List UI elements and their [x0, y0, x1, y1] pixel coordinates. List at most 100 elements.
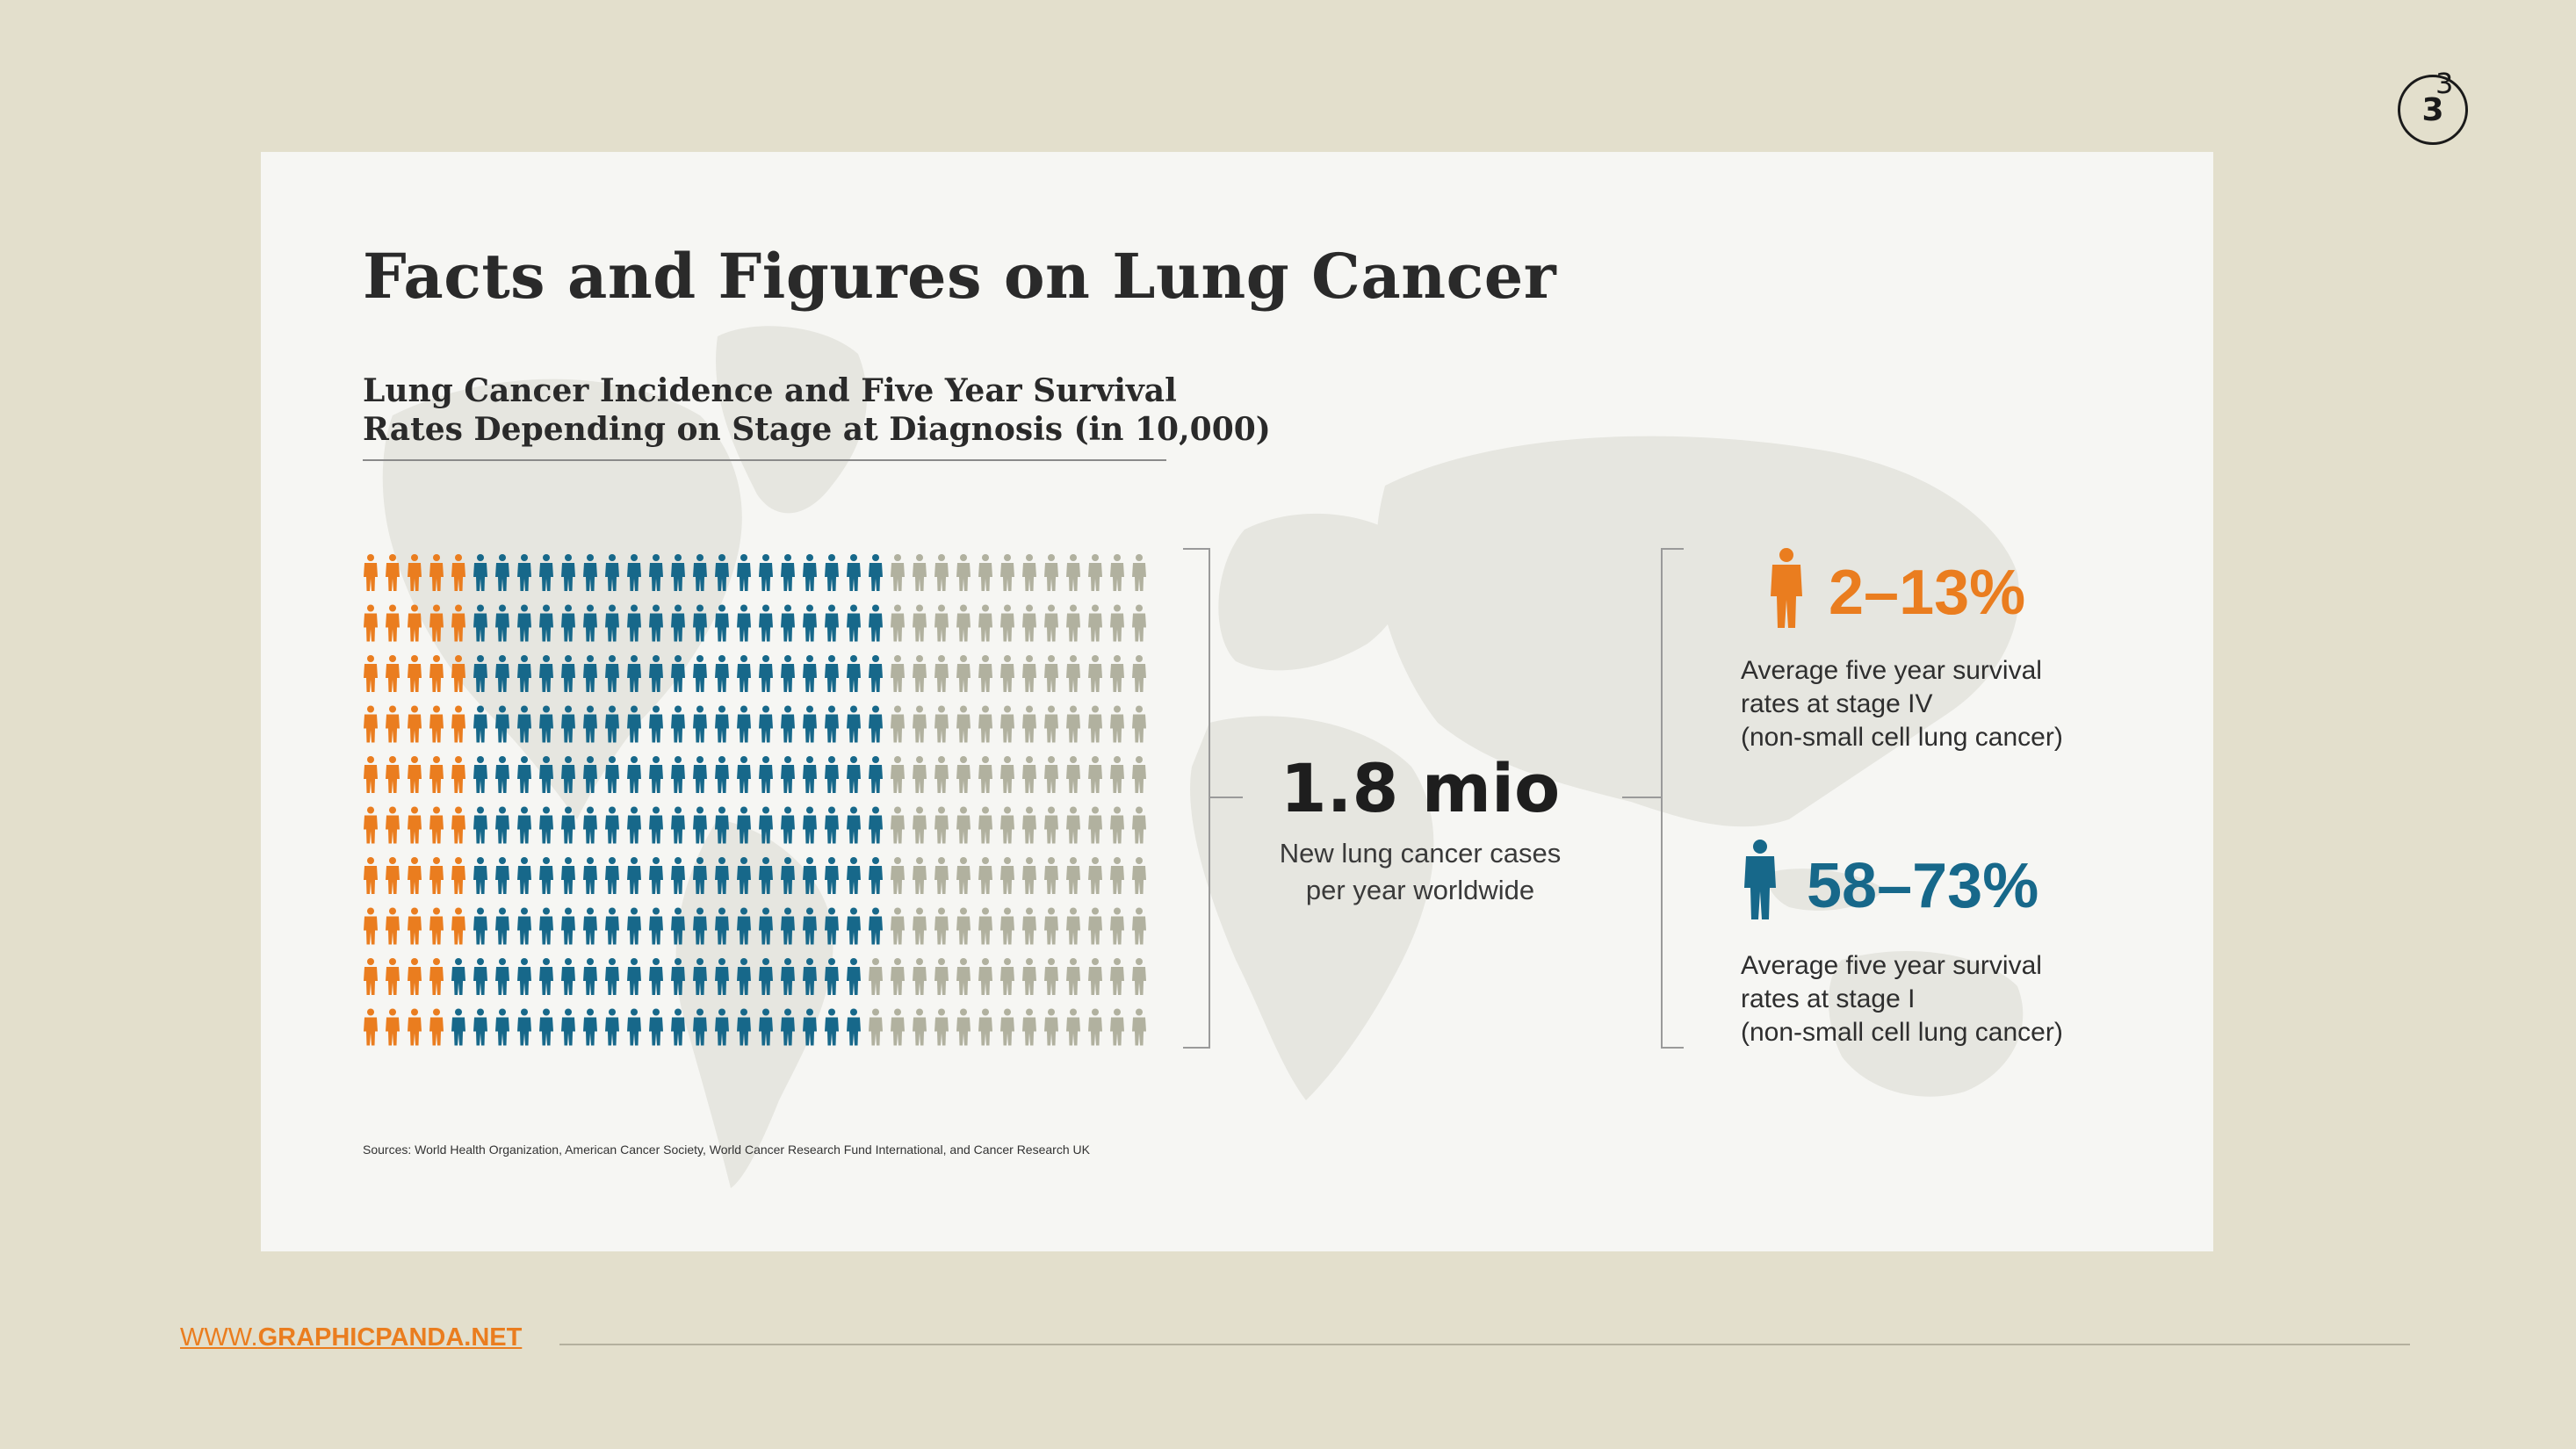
- person-figure-stage-i: [561, 604, 575, 642]
- person-figure-stage-i: [495, 604, 509, 642]
- person-figure-other: [1022, 958, 1036, 995]
- person-figure-stage-i: [473, 1008, 487, 1046]
- person-figure-other: [1110, 554, 1124, 591]
- slide-number-badge: 3 3: [2398, 67, 2468, 145]
- person-figure-other: [978, 756, 992, 793]
- person-figure-stage-i: [781, 857, 795, 894]
- person-figure-stage-i: [539, 655, 553, 692]
- person-figure-other: [1000, 907, 1014, 945]
- person-figure-stage-i: [583, 806, 597, 844]
- person-figure-other: [1044, 1008, 1058, 1046]
- person-figure-other: [934, 604, 949, 642]
- person-figure-other: [913, 806, 927, 844]
- person-figure-stage-i: [803, 806, 817, 844]
- person-figure-stage-iv: [364, 756, 378, 793]
- person-figure-stage-i: [605, 958, 619, 995]
- person-figure-stage-i: [715, 1008, 729, 1046]
- person-figure-stage-i: [495, 756, 509, 793]
- person-figure-stage-i: [473, 655, 487, 692]
- person-figure-other: [891, 655, 905, 692]
- person-figure-other: [956, 806, 971, 844]
- person-figure-stage-iv: [429, 907, 444, 945]
- person-figure-stage-i: [627, 604, 641, 642]
- person-figure-other: [1110, 705, 1124, 743]
- person-figure-stage-i: [781, 554, 795, 591]
- person-figure-other: [934, 958, 949, 995]
- person-figure-stage-i: [671, 1008, 685, 1046]
- person-figure-stage-iv: [364, 907, 378, 945]
- person-figure-other: [934, 756, 949, 793]
- person-figure-other: [1110, 1008, 1124, 1046]
- person-figure-other: [956, 958, 971, 995]
- person-figure-stage-i: [671, 705, 685, 743]
- person-figure-stage-iv: [386, 655, 400, 692]
- person-figure-stage-iv: [408, 705, 422, 743]
- person-figure-stage-iv: [364, 705, 378, 743]
- person-figure-stage-i: [737, 705, 751, 743]
- world-map-background: [382, 326, 2024, 1188]
- person-figure-stage-i: [693, 806, 707, 844]
- person-figure-stage-iv: [386, 907, 400, 945]
- person-figure-stage-i: [803, 958, 817, 995]
- person-figure-other: [1066, 806, 1080, 844]
- person-figure-stage-i: [649, 958, 663, 995]
- person-figure-stage-i: [847, 1008, 861, 1046]
- person-figure-stage-i: [649, 554, 663, 591]
- person-figure-other: [956, 857, 971, 894]
- person-figure-other: [1044, 857, 1058, 894]
- person-figure-stage-i: [847, 756, 861, 793]
- person-figure-stage-iv: [364, 655, 378, 692]
- person-figure-stage-i: [517, 806, 531, 844]
- person-figure-stage-i: [627, 554, 641, 591]
- person-figure-other: [913, 907, 927, 945]
- person-figure-stage-i: [803, 554, 817, 591]
- person-figure-stage-i: [517, 857, 531, 894]
- person-figure-other: [1132, 705, 1146, 743]
- website-link-prefix[interactable]: WWW.: [180, 1323, 258, 1352]
- person-figure-stage-i: [759, 756, 773, 793]
- person-figure-other: [1132, 655, 1146, 692]
- person-figure-stage-i: [517, 705, 531, 743]
- person-figure-stage-i: [561, 655, 575, 692]
- person-figure-stage-i: [473, 958, 487, 995]
- person-figure-stage-i: [671, 857, 685, 894]
- person-figure-other: [891, 705, 905, 743]
- person-figure-stage-i: [847, 857, 861, 894]
- person-figure-stage-i: [671, 806, 685, 844]
- person-figure-stage-i: [847, 705, 861, 743]
- stage-i-caption-line-3: (non-small cell lung cancer): [1741, 1018, 2063, 1047]
- person-figure-stage-i: [561, 756, 575, 793]
- person-figure-stage-i: [473, 907, 487, 945]
- person-figure-stage-i: [869, 907, 883, 945]
- person-figure-stage-i: [627, 907, 641, 945]
- subtitle-line-2: Rates Depending on Stage at Diagnosis (i…: [363, 411, 1271, 448]
- person-figure-stage-i: [539, 857, 553, 894]
- person-figure-stage-i: [583, 655, 597, 692]
- person-figure-stage-i: [583, 604, 597, 642]
- person-figure-stage-i: [561, 705, 575, 743]
- person-figure-stage-iv: [429, 857, 444, 894]
- person-figure-stage-i: [649, 756, 663, 793]
- person-figure-other: [1088, 554, 1102, 591]
- person-figure-stage-i: [671, 554, 685, 591]
- person-figure-other: [1132, 604, 1146, 642]
- website-link[interactable]: WWW.GRAPHICPANDA.NET: [180, 1324, 558, 1351]
- person-figure-stage-i: [605, 1008, 619, 1046]
- person-figure-stage-i: [517, 554, 531, 591]
- person-figure-stage-iv: [451, 857, 465, 894]
- person-figure-stage-i: [561, 958, 575, 995]
- person-figure-other: [1132, 958, 1146, 995]
- person-figure-stage-i: [693, 705, 707, 743]
- person-figure-stage-i: [495, 958, 509, 995]
- person-figure-other: [1110, 907, 1124, 945]
- person-figure-stage-i: [847, 604, 861, 642]
- person-figure-stage-i: [781, 907, 795, 945]
- person-figure-other: [1088, 756, 1102, 793]
- person-figure-stage-i: [451, 958, 465, 995]
- person-figure-stage-i: [803, 604, 817, 642]
- left-bracket: [1183, 548, 1210, 1049]
- website-link-domain[interactable]: GRAPHICPANDA.NET: [257, 1323, 523, 1352]
- person-figure-stage-i: [627, 655, 641, 692]
- person-figure-stage-i: [693, 958, 707, 995]
- person-figure-other: [978, 1008, 992, 1046]
